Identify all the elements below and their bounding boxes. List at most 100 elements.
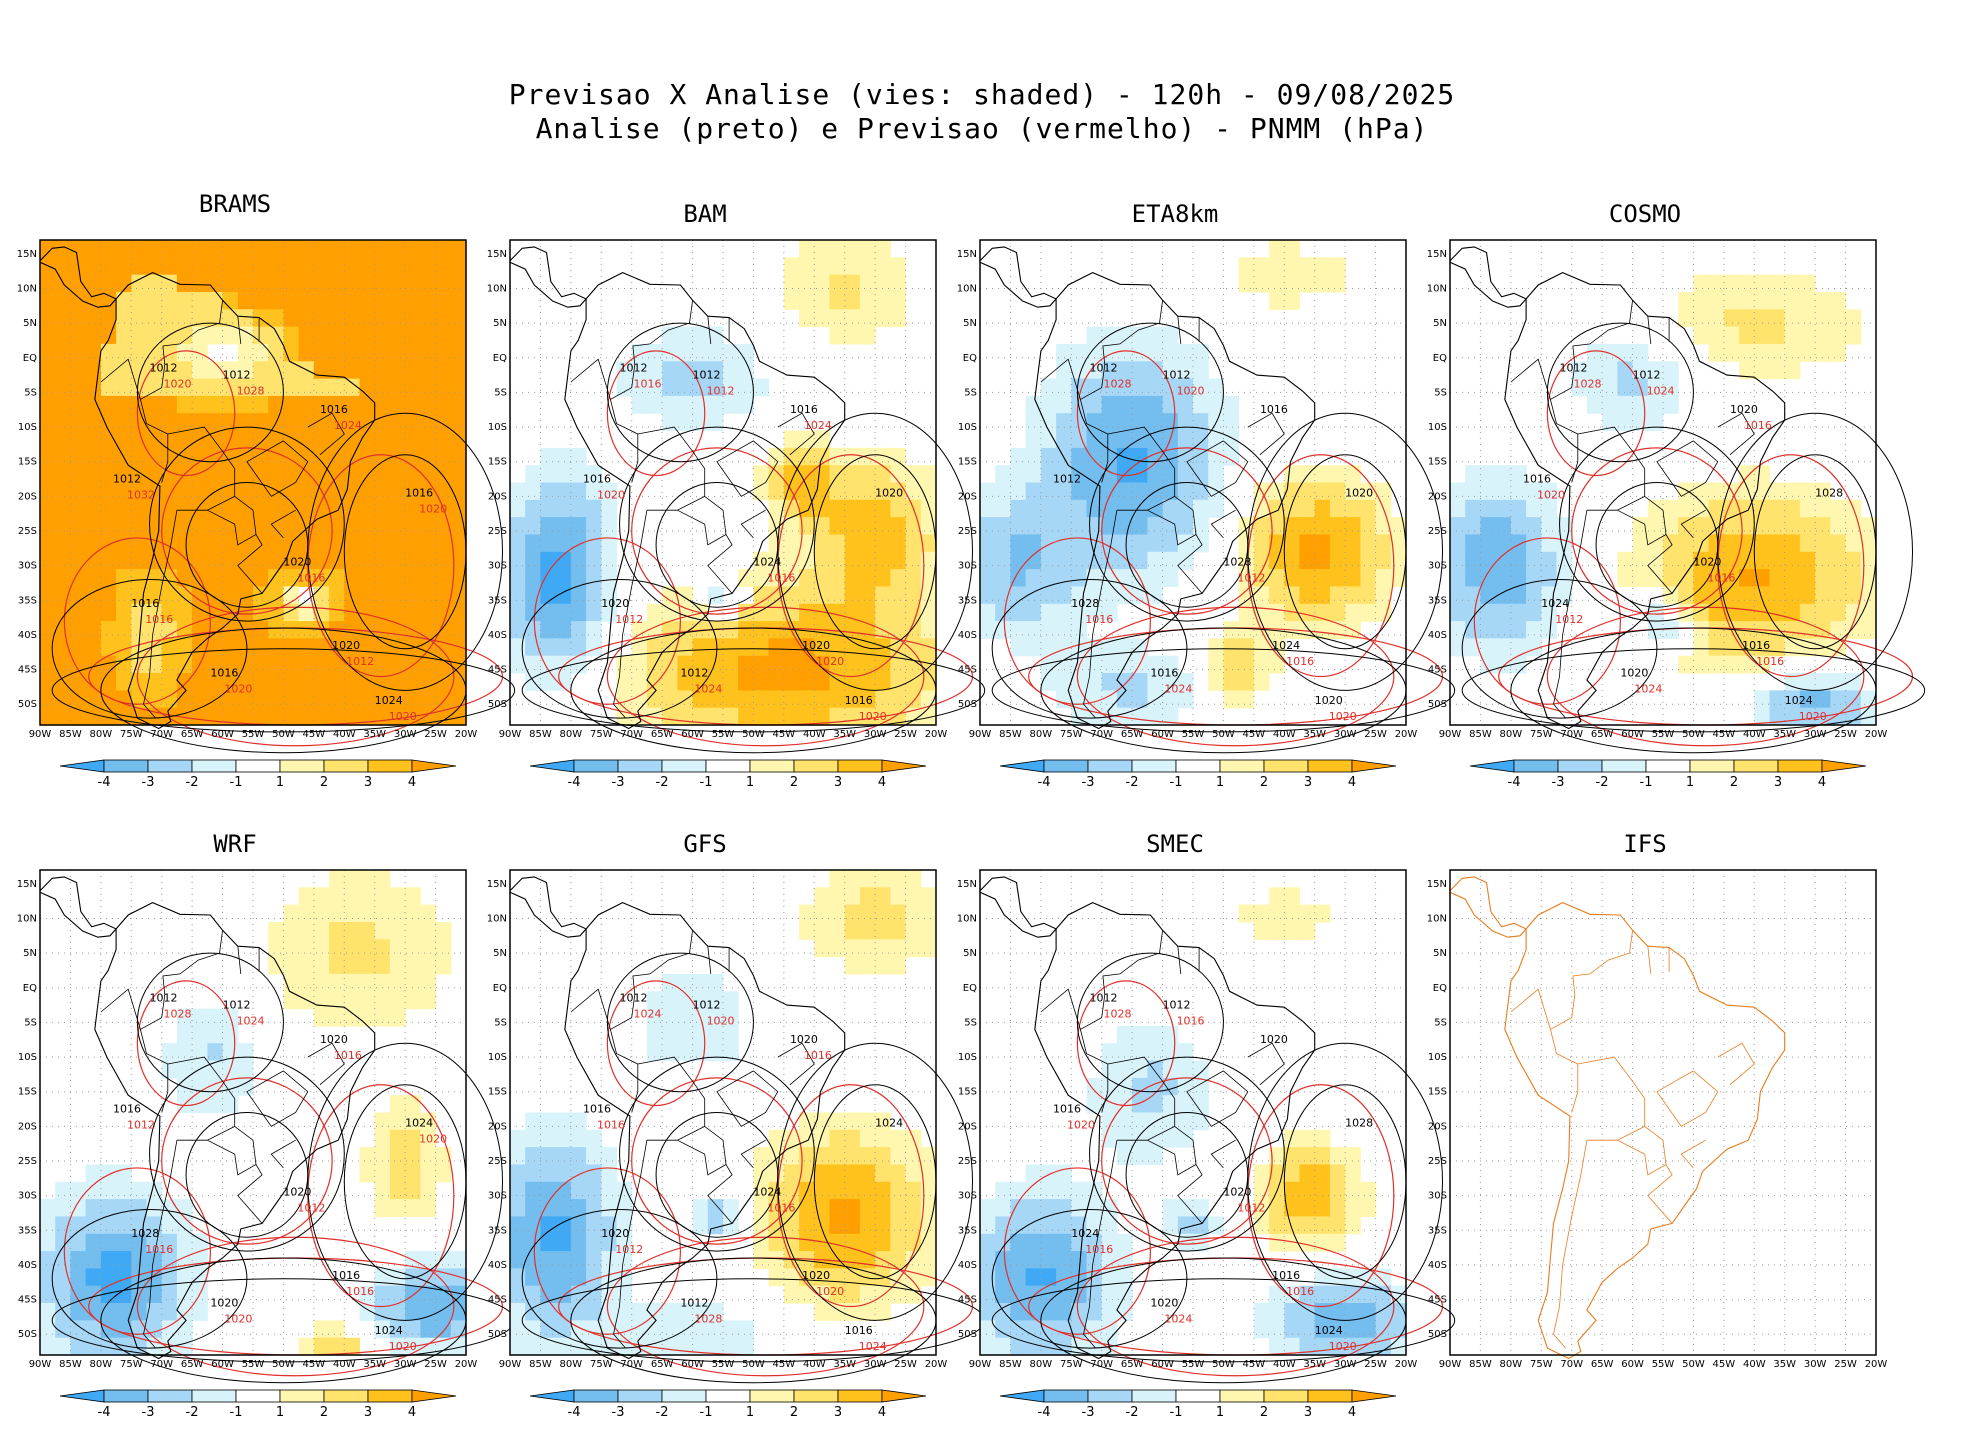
bias-cell	[1101, 413, 1118, 432]
bias-cell	[131, 551, 148, 570]
bias-cell	[1086, 395, 1103, 414]
bias-cell	[1830, 309, 1847, 328]
bias-cell	[374, 309, 391, 328]
bias-cell	[405, 1268, 421, 1287]
bias-cell	[100, 1216, 117, 1235]
analysis-isobar	[991, 1278, 1456, 1363]
bias-cell	[40, 655, 56, 674]
bias-cell	[1269, 586, 1285, 605]
bias-cell	[1269, 569, 1285, 587]
bias-cell	[329, 991, 345, 1010]
bias-cell	[420, 1251, 437, 1269]
bias-cell	[540, 1199, 557, 1217]
isobar-label-forecast: 1016	[767, 1202, 795, 1215]
bias-cell	[298, 292, 315, 310]
bias-cell	[146, 257, 163, 276]
bias-cell	[1086, 569, 1103, 587]
bias-cell	[1495, 482, 1512, 501]
bias-cell	[85, 655, 102, 674]
y-tick-label: 25S	[488, 1156, 507, 1167]
bias-cell	[55, 240, 71, 258]
bias-cell	[799, 274, 815, 293]
colorbar-segment	[1777, 759, 1823, 773]
x-tick-label: 35W	[1773, 1359, 1796, 1370]
bias-cell	[875, 1129, 891, 1148]
isobar-label-analysis: 1024	[1541, 597, 1569, 610]
bias-cell	[389, 447, 406, 466]
isobar-label-analysis: 1020	[802, 639, 830, 652]
bias-cell	[1480, 499, 1497, 518]
bias-cell	[283, 904, 300, 923]
map-frame	[509, 239, 937, 726]
bias-cell	[1739, 586, 1755, 605]
bias-cell	[890, 551, 907, 570]
bias-cell	[995, 603, 1011, 622]
bias-cell	[253, 257, 269, 276]
bias-cell	[586, 1216, 602, 1235]
bias-cell	[1040, 569, 1057, 587]
colorbar-segment	[279, 1389, 325, 1403]
bias-cell	[85, 413, 102, 432]
bias-cell	[85, 274, 102, 293]
bias-cell	[268, 430, 284, 449]
bias-cell	[662, 1025, 678, 1044]
isobar-label-forecast: 1012	[707, 385, 735, 398]
bias-cell	[222, 274, 239, 293]
bias-cell	[814, 257, 831, 276]
isobar-label-forecast: 1020	[1329, 1340, 1357, 1353]
bias-cell	[253, 430, 269, 449]
bias-cell	[344, 378, 361, 397]
bias-cell	[768, 1164, 785, 1183]
bias-cell	[359, 922, 376, 940]
bias-cell	[980, 1216, 996, 1235]
bias-cell	[298, 603, 315, 622]
bias-cell	[237, 517, 254, 535]
bias-cell	[540, 1303, 557, 1321]
isobar-label-analysis: 1024	[375, 694, 403, 707]
bias-cell	[1586, 395, 1603, 414]
isobar-label-analysis: 1028	[131, 1227, 159, 1240]
bias-cell	[1025, 1181, 1042, 1200]
bias-cell	[55, 1181, 71, 1200]
isobar-label-analysis: 1016	[583, 1103, 611, 1116]
bias-cell	[1845, 621, 1862, 639]
bias-cell	[116, 257, 132, 276]
bias-cell	[55, 1216, 71, 1235]
bias-cell	[1769, 638, 1786, 657]
bias-cell	[405, 939, 421, 958]
isobar-label-forecast: 1016	[1286, 655, 1314, 668]
bias-cell	[1193, 361, 1209, 380]
bias-cell	[389, 534, 406, 553]
bias-cell	[1071, 1181, 1088, 1200]
bias-cell	[1162, 343, 1179, 362]
bias-cell	[100, 274, 117, 293]
bias-cell	[359, 586, 376, 605]
bias-cell	[237, 707, 254, 726]
bias-cell	[510, 1164, 526, 1183]
bias-cell	[829, 655, 846, 674]
bias-cell	[283, 309, 300, 328]
country-border	[1040, 988, 1081, 1030]
bias-cell	[995, 517, 1011, 535]
bias-cell	[1223, 690, 1240, 709]
bias-cell	[1040, 413, 1057, 432]
isobar-label-forecast: 1016	[1756, 655, 1784, 668]
bias-cell	[192, 499, 208, 518]
colorbar-segment	[837, 759, 883, 773]
isobar-label-forecast: 1020	[419, 502, 447, 515]
bias-cell	[570, 1147, 587, 1165]
bias-cell	[844, 956, 861, 975]
bias-cell	[313, 274, 330, 293]
bias-cell	[555, 465, 572, 484]
bias-cell	[359, 309, 376, 328]
bias-cell	[222, 1095, 239, 1114]
bias-cell	[283, 499, 300, 518]
bias-cell	[1769, 292, 1786, 310]
bias-cell	[1010, 482, 1027, 501]
south-america-coast	[1504, 901, 1786, 1360]
forecast-isobar	[136, 350, 236, 477]
bias-cell	[1375, 534, 1392, 553]
bias-cell	[1830, 586, 1847, 605]
bias-cell	[1723, 534, 1740, 553]
bias-cell	[374, 1008, 391, 1027]
